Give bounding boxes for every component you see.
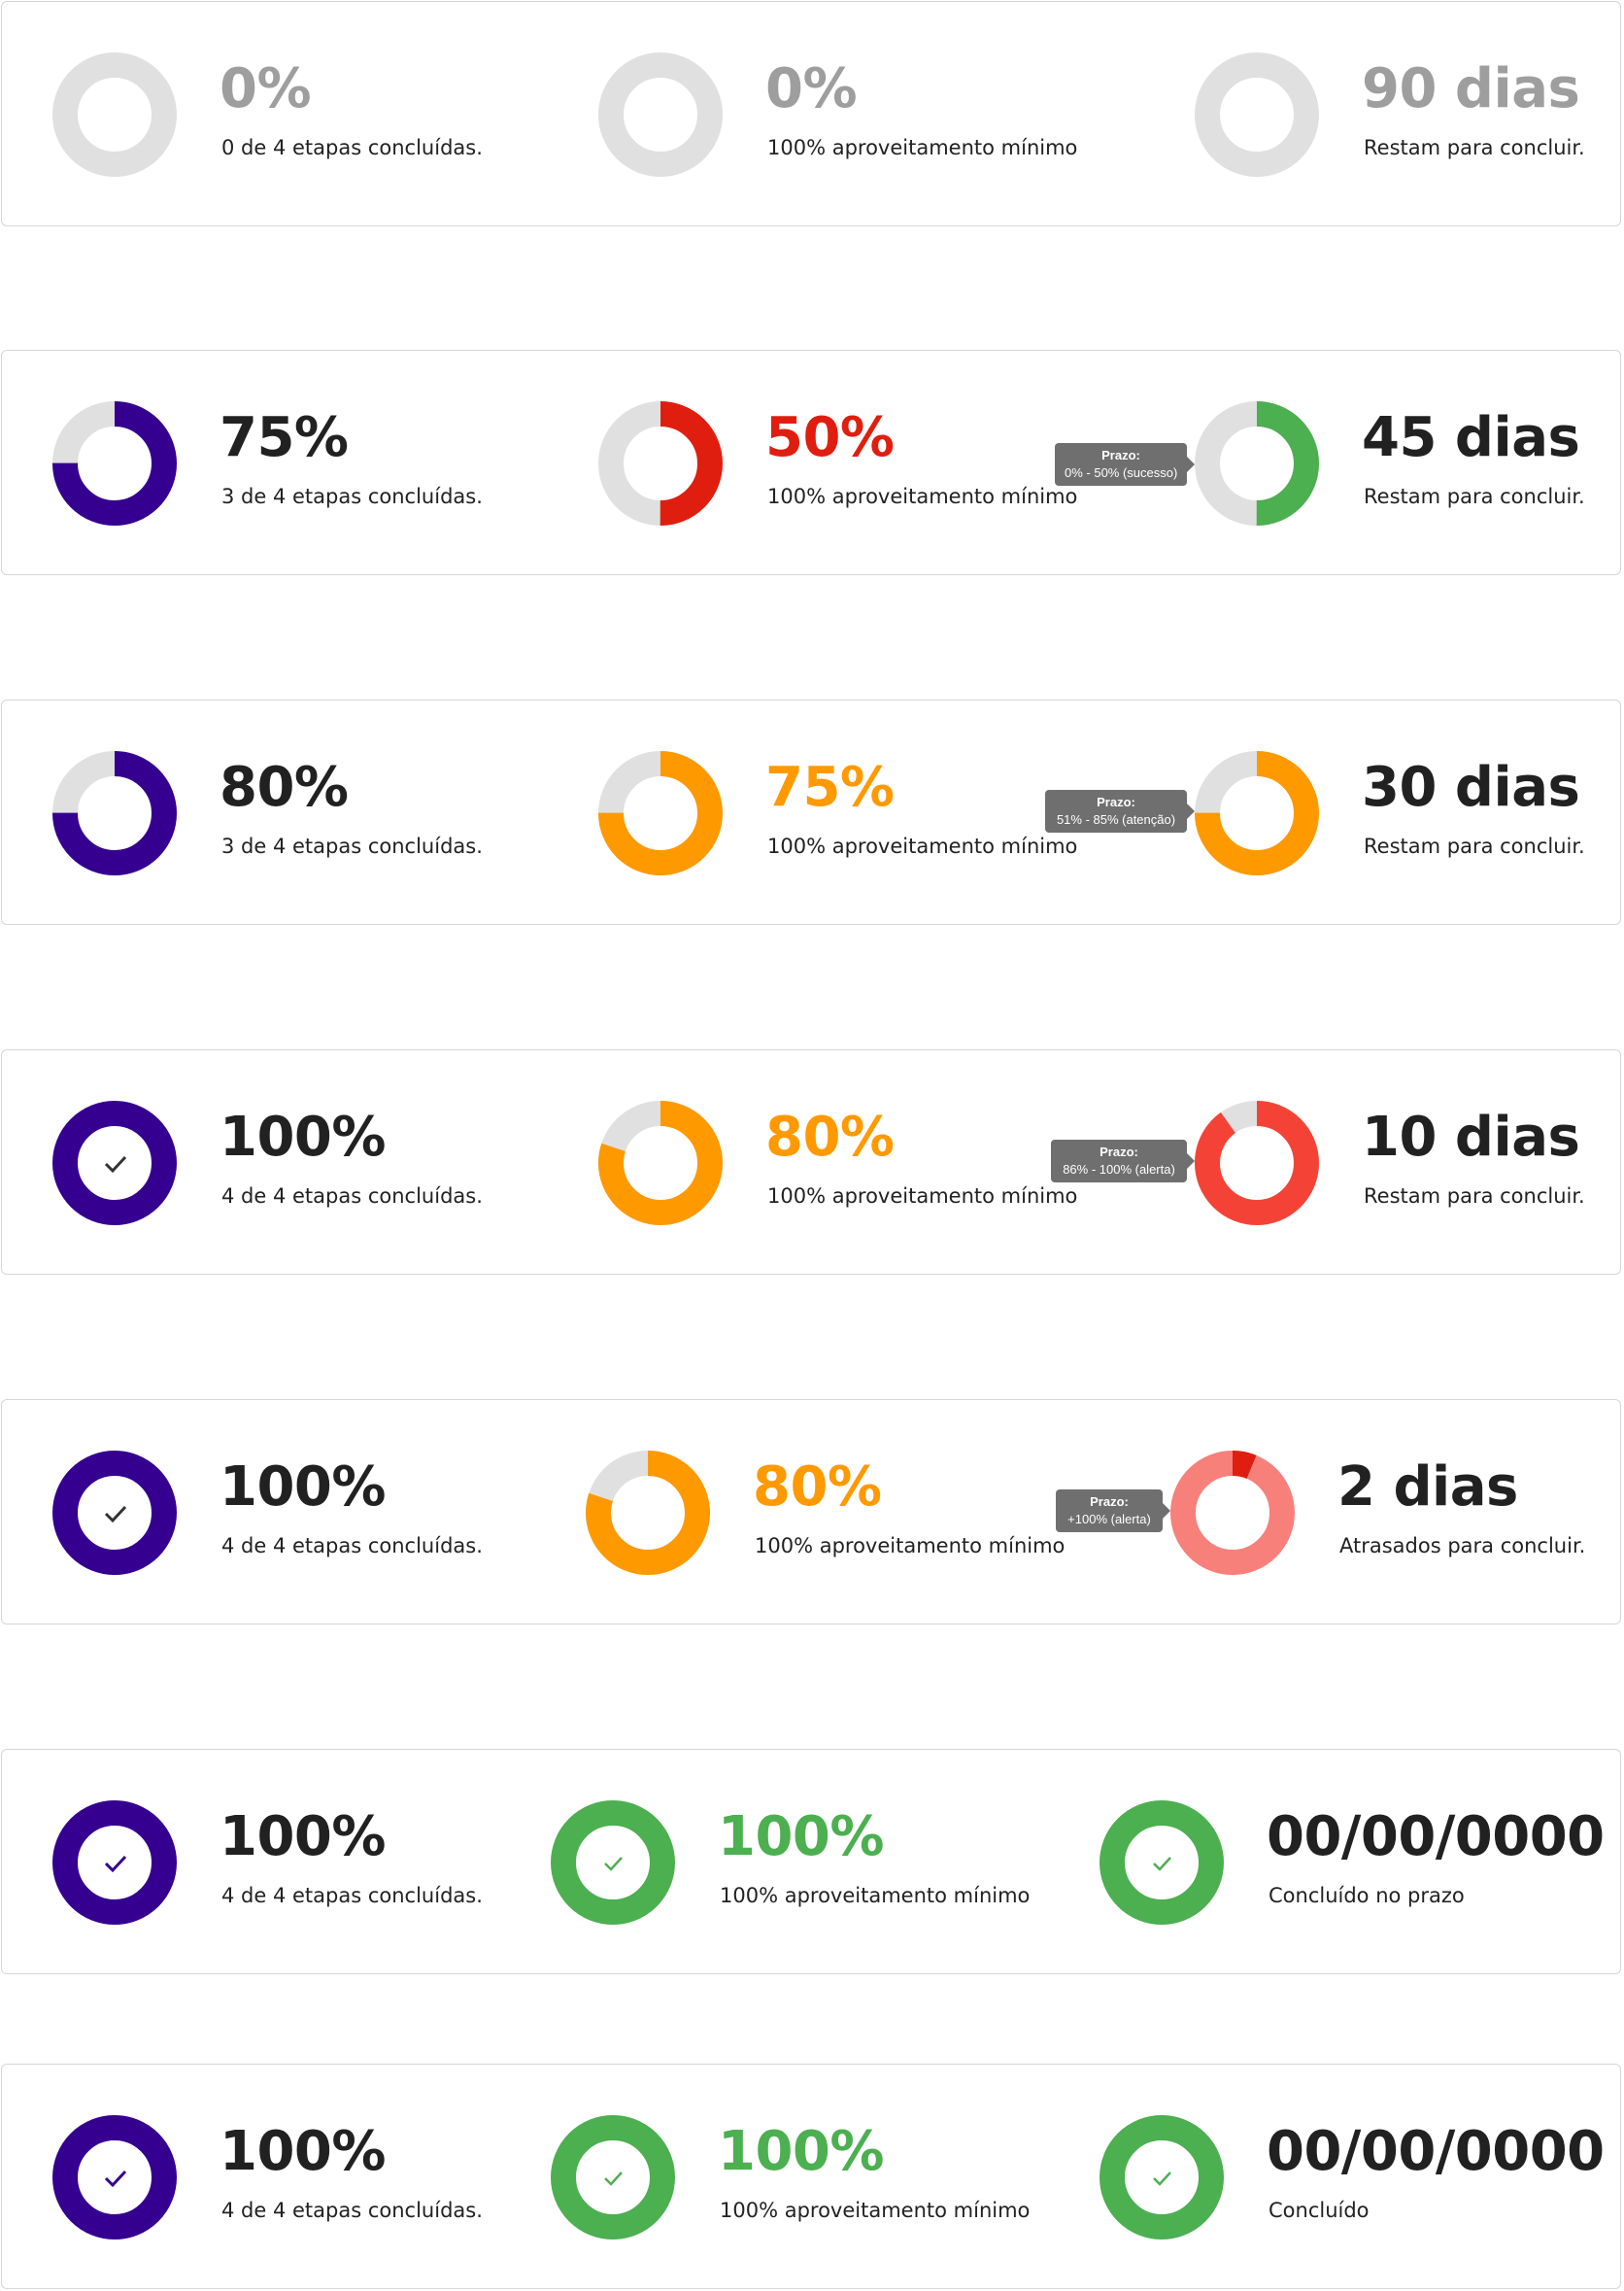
score-value: 50%: [765, 406, 895, 469]
score-donut-complete: [551, 1800, 675, 1925]
deadline-value: 2 dias: [1337, 1455, 1518, 1519]
score-value: 75%: [765, 756, 895, 819]
check-icon: [1153, 2171, 1171, 2186]
progress-donut-complete: [52, 1451, 177, 1575]
deadline-label: Restam para concluir.: [1364, 835, 1585, 858]
deadline-donut-complete: [1100, 2115, 1224, 2240]
progress-donut-75: [52, 401, 177, 526]
progress-value: 75%: [220, 406, 349, 469]
deadline-value: 00/00/0000: [1267, 2120, 1605, 2183]
deadline-donut-50: [1195, 401, 1319, 526]
status-card-4: 100% 4 de 4 etapas concluídas. 80% 100% …: [1, 1049, 1621, 1275]
progress-donut-complete: [52, 1101, 177, 1225]
check-icon: [604, 2171, 623, 2186]
deadline-value: 45 dias: [1362, 406, 1580, 469]
deadline-label: Atrasados para concluir.: [1339, 1534, 1586, 1557]
progress-donut-complete: [52, 1800, 177, 1925]
score-label: 100% aproveitamento mínimo: [767, 835, 1078, 858]
progress-donut-complete: [52, 2115, 177, 2240]
score-label: 100% aproveitamento mínimo: [767, 1184, 1078, 1208]
deadline-value: 10 dias: [1362, 1106, 1580, 1169]
progress-label: 4 de 4 etapas concluídas.: [221, 1534, 483, 1557]
deadline-donut-complete: [1100, 1800, 1224, 1925]
deadline-value: 90 dias: [1362, 57, 1580, 120]
score-label: 100% aproveitamento mínimo: [767, 136, 1078, 159]
tooltip-title: Prazo:: [1101, 448, 1140, 462]
deadline-tooltip: Prazo: 51% - 85% (atenção): [1045, 790, 1195, 833]
score-label: 100% aproveitamento mínimo: [755, 1534, 1066, 1557]
deadline-value: 00/00/0000: [1267, 1805, 1605, 1868]
tooltip-title: Prazo:: [1090, 1494, 1129, 1509]
score-donut-75: [598, 751, 723, 875]
check-icon: [104, 1855, 127, 1873]
score-label: 100% aproveitamento mínimo: [720, 2199, 1031, 2222]
progress-label: 4 de 4 etapas concluídas.: [221, 2199, 483, 2222]
deadline-donut-75: [1195, 751, 1319, 875]
check-icon: [104, 2170, 127, 2188]
progress-value: 100%: [220, 1805, 387, 1868]
check-icon: [104, 1155, 127, 1174]
score-value: 80%: [765, 1106, 895, 1169]
score-value: 0%: [765, 57, 858, 120]
progress-label: 4 de 4 etapas concluídas.: [221, 1184, 483, 1208]
score-donut-complete: [551, 2115, 675, 2240]
score-value: 100%: [718, 1805, 885, 1868]
status-card-7: 100% 4 de 4 etapas concluídas. 100% 100%…: [1, 2064, 1621, 2289]
check-icon: [604, 1857, 623, 1871]
score-donut-50: [598, 401, 723, 526]
progress-value: 80%: [220, 756, 349, 819]
tooltip-text: 0% - 50% (sucesso): [1065, 465, 1178, 480]
deadline-label: Restam para concluir.: [1364, 485, 1585, 508]
progress-label: 0 de 4 etapas concluídas.: [221, 136, 483, 159]
deadline-tooltip: Prazo: 86% - 100% (alerta): [1051, 1140, 1195, 1182]
tooltip-text: +100% (alerta): [1067, 1512, 1151, 1526]
tooltip-text: 51% - 85% (atenção): [1056, 812, 1176, 827]
progress-label: 3 de 4 etapas concluídas.: [221, 485, 483, 508]
check-icon: [104, 1505, 127, 1523]
status-card-5: 100% 4 de 4 etapas concluídas. 80% 100% …: [1, 1399, 1621, 1624]
deadline-value: 30 dias: [1362, 756, 1580, 819]
score-label: 100% aproveitamento mínimo: [767, 485, 1078, 508]
check-icon: [1153, 1857, 1171, 1871]
progress-label: 4 de 4 etapas concluídas.: [221, 1884, 483, 1907]
status-card-6: 100% 4 de 4 etapas concluídas. 100% 100%…: [1, 1749, 1621, 1974]
progress-value: 100%: [220, 1106, 387, 1169]
score-donut-empty: [598, 52, 723, 177]
progress-value: 0%: [220, 57, 312, 120]
tooltip-text: 86% - 100% (alerta): [1063, 1162, 1175, 1177]
score-value: 80%: [753, 1455, 882, 1519]
progress-value: 100%: [220, 2120, 387, 2183]
score-value: 100%: [718, 2120, 885, 2183]
status-card-3: 80% 3 de 4 etapas concluídas. 75% 100% a…: [1, 700, 1621, 925]
deadline-label: Concluído no prazo: [1269, 1884, 1465, 1907]
deadline-tooltip: Prazo: +100% (alerta): [1056, 1489, 1170, 1532]
progress-donut-75: [52, 751, 177, 875]
progress-label: 3 de 4 etapas concluídas.: [221, 835, 483, 858]
deadline-label: Restam para concluir.: [1364, 136, 1585, 159]
deadline-label: Concluído: [1269, 2199, 1370, 2222]
score-donut-80: [598, 1101, 723, 1225]
status-card-1: 0% 0 de 4 etapas concluídas. 0% 100% apr…: [1, 1, 1621, 226]
deadline-label: Restam para concluir.: [1364, 1184, 1585, 1208]
deadline-donut-90: [1195, 1101, 1319, 1225]
status-card-2: 75% 3 de 4 etapas concluídas. 50% 100% a…: [1, 350, 1621, 575]
deadline-tooltip: Prazo: 0% - 50% (sucesso): [1055, 443, 1195, 486]
tooltip-title: Prazo:: [1100, 1145, 1138, 1159]
deadline-donut-overdue: [1170, 1451, 1295, 1575]
deadline-donut-empty: [1195, 52, 1319, 177]
tooltip-title: Prazo:: [1097, 795, 1135, 809]
progress-donut-empty: [52, 52, 177, 177]
progress-value: 100%: [220, 1455, 387, 1519]
score-donut-80: [586, 1451, 710, 1575]
score-label: 100% aproveitamento mínimo: [720, 1884, 1031, 1907]
